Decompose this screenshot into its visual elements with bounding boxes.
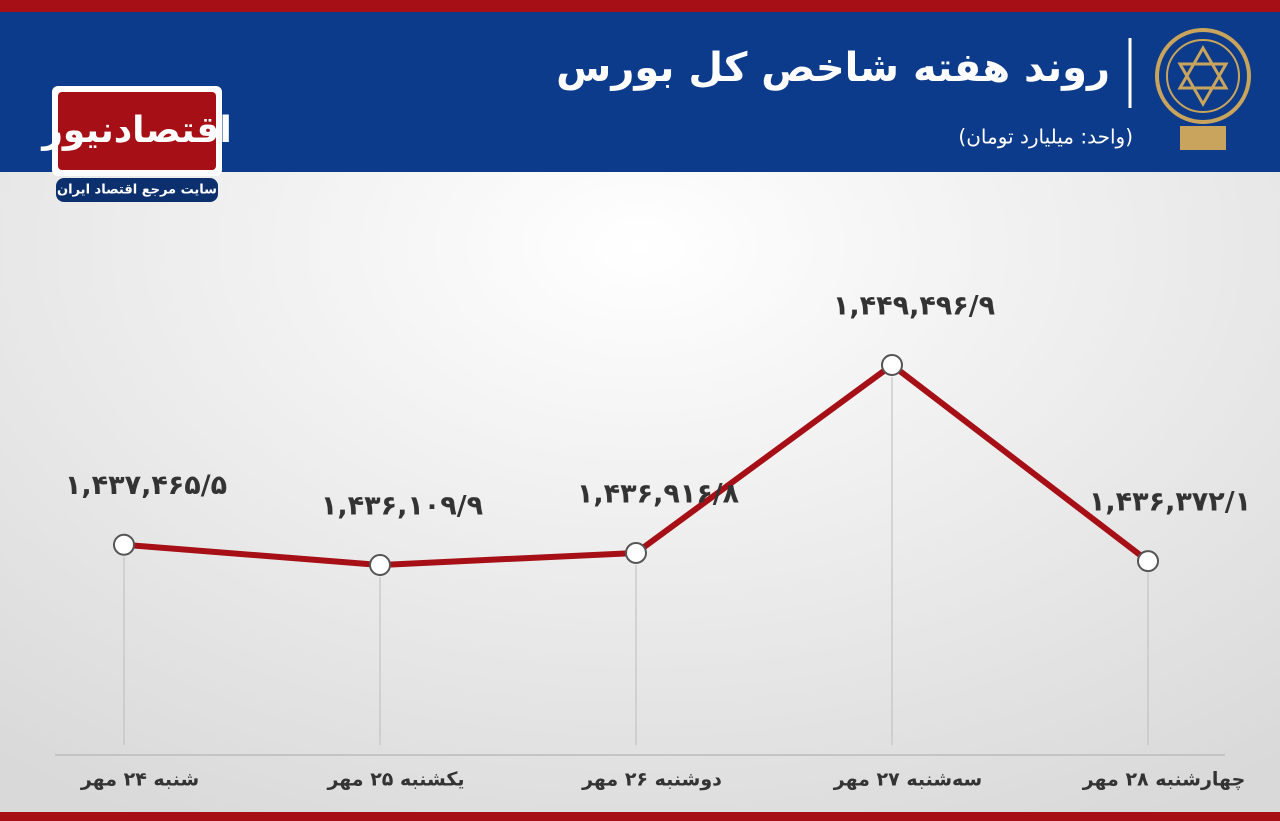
point [113,533,135,556]
x-tick-label: سه‌شنبه ۲۷ مهر [833,769,983,791]
brand-name: اقتصادنیوز [40,110,232,151]
data-label: ۱,۴۳۶,۱۰۹/۹ [321,491,483,522]
point [369,554,391,576]
bottom-strip [0,812,1280,821]
top-strip [0,0,1280,12]
data-label: ۱,۴۳۶,۳۷۲/۱ [1089,487,1251,518]
brand-tagline: سایت مرجع اقتصاد ایران [57,183,217,198]
x-tick-label: دوشنبه ۲۶ مهر [581,769,722,791]
data-label: ۱,۴۳۶,۹۱۶/۸ [577,478,740,509]
chart-title: روند هفته شاخص کل بورس [556,45,1110,91]
data-label: ۱,۴۴۹,۴۹۶/۹ [833,291,995,322]
chart-subtitle: (واحد: میلیارد تومان) [958,125,1133,149]
x-tick-label: شنبه ۲۴ مهر [80,769,199,791]
point [881,354,903,376]
point [625,541,647,564]
x-tick-label: یکشنبه ۲۵ مهر [326,769,464,791]
data-label: ۱,۴۳۷,۴۶۵/۵ [65,470,227,501]
brand-logo: اقتصادنیوز سایت مرجع اقتصاد ایران [40,86,232,202]
emblem [1155,28,1251,150]
x-tick-label: چهارشنبه ۲۸ مهر [1082,769,1246,791]
point [1137,550,1159,573]
